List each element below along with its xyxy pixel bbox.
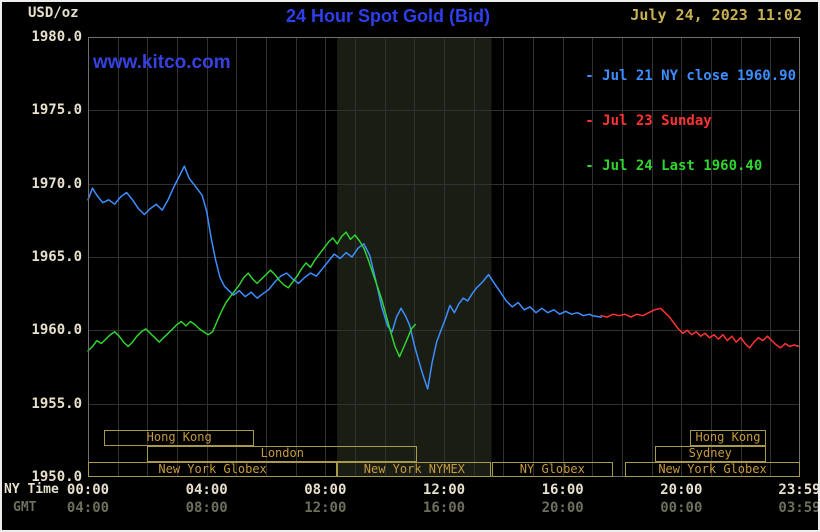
unit-label: USD/oz <box>28 5 79 21</box>
x-tick-label-ny: 16:00 <box>541 482 584 498</box>
y-tick-label: 1965.0 <box>31 249 82 265</box>
y-tick-label: 1975.0 <box>31 102 82 119</box>
grid-lines <box>88 37 800 477</box>
session-box-new-york-nymex: New York NYMEX <box>337 462 492 477</box>
x-tick-label-ny: 00:00 <box>66 482 110 498</box>
session-box-new-york-globex: New York Globex <box>625 462 800 477</box>
x-tick-label-ny: 12:00 <box>422 482 466 498</box>
x-tick-label-ny: 08:00 <box>304 482 347 498</box>
y-tick-label: 1980.0 <box>31 29 82 45</box>
x-tick-label-gmt: 00:00 <box>660 500 703 516</box>
y-tick-label: 1950.0 <box>31 469 82 485</box>
series-line-jul21 <box>87 165 602 390</box>
session-box-london: London <box>147 446 418 462</box>
x-tick-label-gmt: 12:00 <box>304 500 347 516</box>
legend-item-jul24: - Jul 24 Last 1960.40 <box>585 158 763 174</box>
x-tick-label-ny: 20:00 <box>660 482 703 498</box>
session-box-ny-globex: NY Globex <box>491 462 614 477</box>
x-tick-label-gmt: 03:59 <box>778 500 820 516</box>
y-tick-label: 1960.0 <box>31 322 82 339</box>
x-axis-gmt-label: GMT <box>13 500 37 515</box>
page-title: 24 Hour Spot Gold (Bid) <box>286 6 490 26</box>
y-tick-label: 1970.0 <box>31 175 82 192</box>
y-tick-label: 1955.0 <box>31 395 82 412</box>
session-box-new-york-globex: New York Globex <box>88 462 338 477</box>
series-line-jul24 <box>87 231 416 358</box>
session-box-hong-kong: Hong Kong <box>690 430 766 446</box>
x-tick-label-gmt: 20:00 <box>541 500 584 516</box>
legend-item-jul21: - Jul 21 NY close 1960.90 <box>585 68 796 84</box>
legend-item-jul23: - Jul 23 Sunday <box>585 113 712 129</box>
session-box-sydney: Sydney <box>654 446 766 462</box>
series-line-jul23 <box>600 307 801 349</box>
x-tick-label-ny: 23:59 <box>778 482 820 498</box>
x-tick-label-gmt: 16:00 <box>422 500 466 516</box>
kitco-watermark-link[interactable]: www.kitco.com <box>93 52 231 73</box>
x-axis-ny-time-label: NY Time <box>4 482 59 497</box>
x-tick-label-ny: 04:00 <box>185 482 228 498</box>
legend: - Jul 21 NY close 1960.90 - Jul 23 Sunda… <box>585 39 796 204</box>
x-tick-label-gmt: 08:00 <box>185 500 228 516</box>
x-tick-label-gmt: 04:00 <box>66 500 110 516</box>
timestamp: July 24, 2023 11:02 <box>630 6 802 24</box>
session-box-hong-kong: Hong Kong <box>104 430 255 446</box>
